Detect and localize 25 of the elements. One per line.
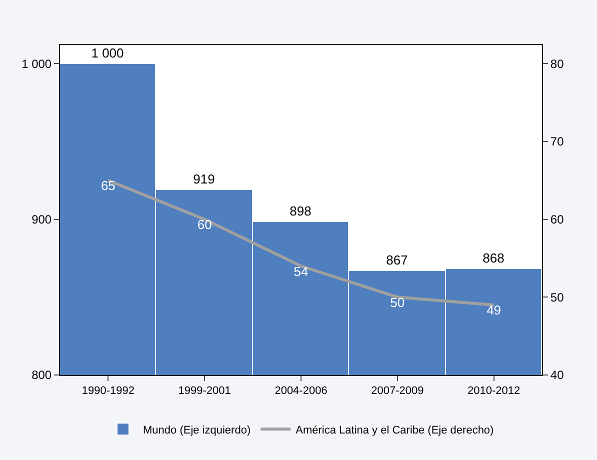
y2-tick-label: 70: [550, 134, 564, 149]
data-label: 54: [294, 264, 308, 279]
data-label: 60: [197, 217, 212, 232]
y2-tick-label: 50: [550, 290, 564, 304]
y2-tick-label: 40: [550, 368, 564, 382]
x-tick-label: 1999-2001: [178, 385, 231, 398]
data-label: 867: [386, 252, 408, 268]
x-tick-label: 2010-2012: [467, 385, 520, 398]
y-tick-label: 800: [32, 368, 52, 382]
x-tick-label: 2007-2009: [371, 385, 424, 398]
data-label: 898: [290, 204, 312, 218]
x-tick-label: 1990-1992: [82, 385, 135, 398]
data-label: 919: [193, 172, 215, 186]
legend-label: Mundo (Eje izquierdo): [143, 424, 251, 436]
y2-tick-label: 80: [550, 56, 564, 71]
y-tick-label: 900: [32, 212, 52, 227]
data-label: 868: [482, 250, 504, 266]
data-label: 65: [100, 178, 116, 194]
y-tick-label: 1 000: [22, 56, 52, 71]
legend-label: América Latina y el Caribe (Eje derecho): [296, 424, 494, 436]
y2-tick-label: 60: [550, 212, 564, 227]
data-label: 1 000: [91, 46, 124, 60]
data-label: 49: [486, 302, 502, 318]
x-tick-label: 2004-2006: [274, 385, 328, 398]
data-label: 50: [390, 294, 405, 310]
